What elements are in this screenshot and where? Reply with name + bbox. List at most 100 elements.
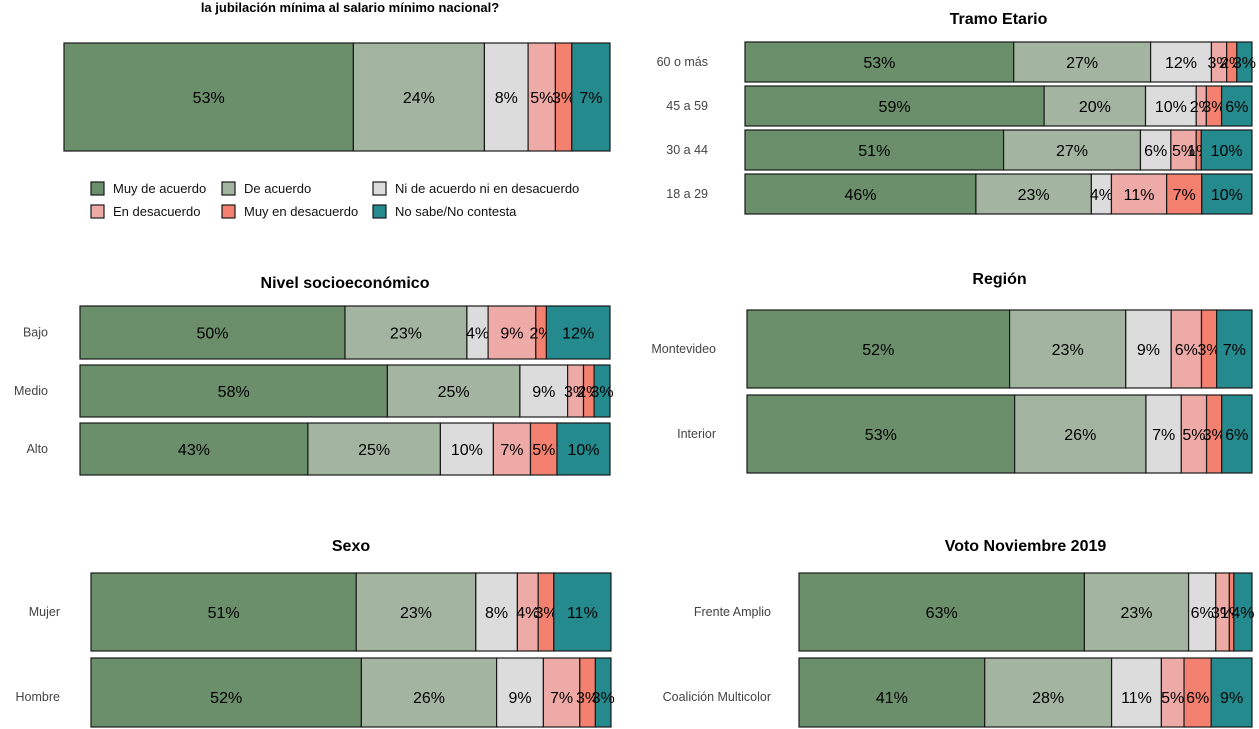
data-label: 24% xyxy=(403,90,435,107)
bar-segment-de-acuerdo xyxy=(975,173,1092,215)
data-label: 51% xyxy=(208,605,240,622)
data-label: 3% xyxy=(1203,427,1226,444)
data-label: 12% xyxy=(562,326,594,343)
data-label: 7% xyxy=(500,442,523,459)
data-label: 7% xyxy=(1152,427,1175,444)
data-label: 53% xyxy=(193,90,225,107)
data-label: 4% xyxy=(1090,187,1113,204)
data-label: 4% xyxy=(1231,605,1254,622)
data-label: 9% xyxy=(532,384,555,401)
data-label: 3% xyxy=(1202,99,1225,116)
bar-segment-de-acuerdo xyxy=(1008,309,1127,389)
bar-segment-muy-de-acuerdo xyxy=(746,309,1011,389)
data-label: 11% xyxy=(1121,690,1152,707)
bar-segment-de-acuerdo xyxy=(307,422,441,476)
bar-segment-no-sabe-no-contesta xyxy=(571,42,611,152)
data-label: 4% xyxy=(466,326,489,343)
data-label: 50% xyxy=(196,326,228,343)
data-label: 53% xyxy=(863,55,895,72)
data-label: 3% xyxy=(576,690,599,707)
bar-segment-en-desacuerdo xyxy=(1170,309,1203,389)
legend-item: Muy de acuerdo xyxy=(90,181,206,196)
bar-segment-no-sabe-no-contesta xyxy=(1220,85,1253,127)
row-label: Mujer xyxy=(29,605,60,619)
data-label: 3% xyxy=(534,605,557,622)
data-label: 43% xyxy=(178,442,210,459)
data-label: 6% xyxy=(1144,143,1167,160)
bar-segment-muy-de-acuerdo xyxy=(798,572,1085,652)
data-label: 3% xyxy=(564,384,587,401)
row-label: Frente Amplio xyxy=(694,605,771,619)
row-label: Alto xyxy=(26,442,48,456)
bar-segment-no-sabe-no-contesta xyxy=(1233,572,1253,652)
legend-item: De acuerdo xyxy=(221,181,311,196)
bar-segment-muy-de-acuerdo xyxy=(79,305,346,360)
data-label: 3% xyxy=(590,384,613,401)
data-label: 26% xyxy=(413,690,445,707)
legend-label: Muy en desacuerdo xyxy=(244,204,358,219)
bar-segment-ni-de-acuerdo-ni-en-desacuerdo xyxy=(1149,41,1213,83)
chart-title: Sexo xyxy=(332,538,370,555)
data-label: 6% xyxy=(1175,342,1198,359)
bar-segment-ni-de-acuerdo-ni-en-desacuerdo xyxy=(1144,85,1197,127)
row-label: Hombre xyxy=(16,690,61,704)
data-label: 23% xyxy=(1052,342,1084,359)
data-label: 51% xyxy=(858,143,890,160)
data-label: 9% xyxy=(1220,690,1243,707)
bar-segment-de-acuerdo xyxy=(360,657,498,728)
bar-segment-no-sabe-no-contesta xyxy=(1221,394,1253,474)
data-label: 6% xyxy=(1186,690,1209,707)
data-label: 3% xyxy=(1207,55,1230,72)
row-label: 45 a 59 xyxy=(666,99,708,113)
bar-segment-ni-de-acuerdo-ni-en-desacuerdo xyxy=(519,364,569,418)
bar-segment-no-sabe-no-contesta xyxy=(593,364,611,418)
data-label: 10% xyxy=(1155,99,1187,116)
bar-segment-en-desacuerdo xyxy=(1180,394,1208,474)
bar-segment-muy-de-acuerdo xyxy=(90,657,362,728)
bar-segment-ni-de-acuerdo-ni-en-desacuerdo xyxy=(1110,657,1162,728)
chart-title: Voto Noviembre 2019 xyxy=(945,538,1107,555)
row-label: Medio xyxy=(14,384,48,398)
bar-segment-muy-de-acuerdo xyxy=(90,572,357,652)
data-label: 8% xyxy=(495,90,518,107)
data-label: 6% xyxy=(1225,427,1248,444)
data-label: 10% xyxy=(1211,143,1243,160)
data-label: 3% xyxy=(1198,342,1221,359)
data-label: 9% xyxy=(508,690,531,707)
bar-segment-muy-de-acuerdo xyxy=(798,657,986,728)
data-label: 26% xyxy=(1064,427,1096,444)
bar-segment-en-desacuerdo xyxy=(492,422,532,476)
data-label: 3% xyxy=(552,90,575,107)
data-label: 25% xyxy=(438,384,470,401)
data-label: 59% xyxy=(879,99,911,116)
data-label: 5% xyxy=(532,442,555,459)
data-label: 5% xyxy=(1182,427,1205,444)
bar-segment-en-desacuerdo xyxy=(1110,173,1168,215)
data-label: 10% xyxy=(1211,187,1243,204)
legend-label: Muy de acuerdo xyxy=(113,181,206,196)
data-label: 3% xyxy=(1233,55,1256,72)
data-label: 4% xyxy=(516,605,539,622)
bar-segment-muy-de-acuerdo xyxy=(746,394,1016,474)
chart-title-line: la jubilación mínima al salario mínimo n… xyxy=(201,0,499,15)
data-label: 11% xyxy=(1124,187,1155,204)
bar-segment-muy-de-acuerdo xyxy=(79,422,309,476)
data-label: 3% xyxy=(1211,605,1234,622)
bar-segment-de-acuerdo xyxy=(1013,41,1152,83)
bar-segment-muy-de-acuerdo xyxy=(744,41,1015,83)
data-label: 20% xyxy=(1079,99,1111,116)
data-label: 23% xyxy=(1120,605,1152,622)
row-label: Coalición Multicolor xyxy=(663,690,771,704)
chart-title: Nivel socioeconómico xyxy=(261,275,430,292)
data-label: 3% xyxy=(592,690,615,707)
data-label: 6% xyxy=(1225,99,1248,116)
data-label: 7% xyxy=(550,690,573,707)
bar-segment-ni-de-acuerdo-ni-en-desacuerdo xyxy=(1125,309,1172,389)
bar-segment-de-acuerdo xyxy=(1014,394,1147,474)
legend-label: De acuerdo xyxy=(244,181,311,196)
legend-swatch xyxy=(221,181,236,196)
